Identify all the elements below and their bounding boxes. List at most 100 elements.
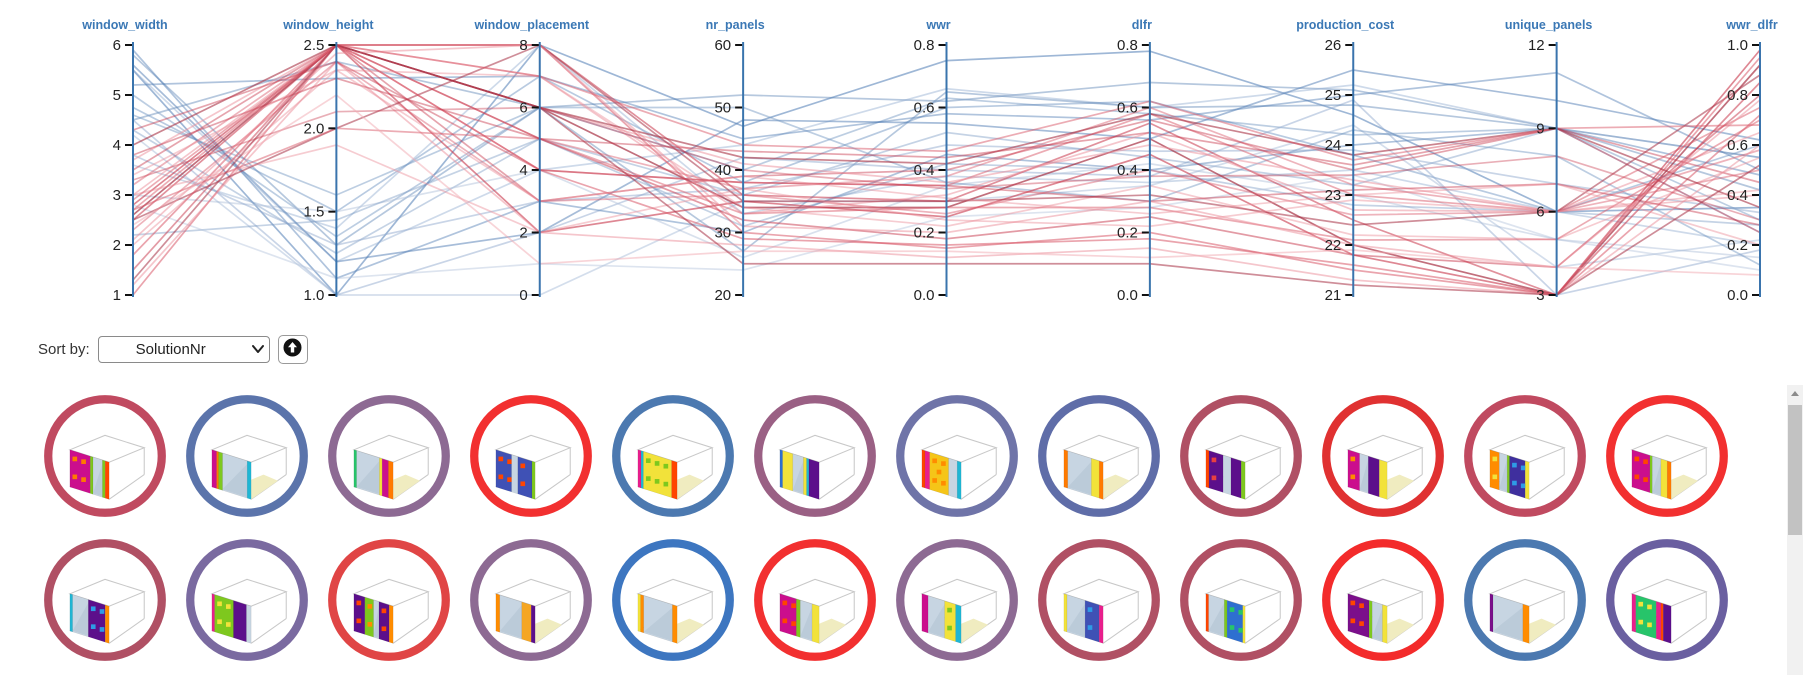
solution-thumbnail[interactable] xyxy=(1461,392,1589,520)
tick-label: 40 xyxy=(714,162,731,179)
solution-drawing xyxy=(44,539,166,661)
axis-title: window_placement xyxy=(473,18,589,32)
tick-label: 2 xyxy=(519,225,527,242)
tick-label: 0.2 xyxy=(1117,225,1138,242)
tick-label: 8 xyxy=(519,37,527,54)
solution-thumbnail[interactable] xyxy=(1461,536,1589,664)
tick-label: 3 xyxy=(1536,287,1544,304)
facade xyxy=(637,593,678,644)
axis-production_cost[interactable]: 26 25 24 23 22 21 production_cost xyxy=(1296,18,1395,304)
axis-unique_panels[interactable]: 12 9 6 3 unique_panels xyxy=(1505,18,1593,304)
tick-label: 0.6 xyxy=(1117,100,1138,117)
tick-label: 3 xyxy=(113,187,121,204)
solution-thumbnail[interactable] xyxy=(325,536,453,664)
tick-label: 2 xyxy=(113,237,121,254)
solution-drawing xyxy=(328,395,450,517)
tick-label: 26 xyxy=(1325,37,1342,54)
tick-label: 4 xyxy=(519,162,527,179)
axis-window_height[interactable]: 2.5 2.0 1.5 1.0 window_height xyxy=(282,18,374,304)
solution-thumbnail[interactable] xyxy=(1319,536,1447,664)
axis-window_placement[interactable]: 8 6 4 2 0 window_placement xyxy=(473,18,589,304)
sort-direction-button[interactable] xyxy=(277,334,308,364)
tick-label: 0.0 xyxy=(914,287,935,304)
daylight-patch xyxy=(393,474,420,500)
solution-thumbnail[interactable] xyxy=(467,536,595,664)
tick-label: 1.0 xyxy=(304,287,325,304)
facade xyxy=(353,593,394,644)
facade xyxy=(1631,449,1672,500)
axis-wwr[interactable]: 0.8 0.6 0.4 0.2 0.0 wwr xyxy=(914,18,951,304)
solution-thumbnail[interactable] xyxy=(1177,392,1305,520)
solution-drawing xyxy=(754,539,876,661)
facade xyxy=(1063,593,1104,644)
tick-label: 0.2 xyxy=(914,225,935,242)
solution-drawing xyxy=(470,395,592,517)
solution-thumbnail[interactable] xyxy=(41,392,169,520)
tick-label: 6 xyxy=(113,37,121,54)
solution-thumbnail[interactable] xyxy=(1035,392,1163,520)
facade xyxy=(495,449,536,500)
solution-thumbnail[interactable] xyxy=(41,536,169,664)
solution-drawing xyxy=(1322,539,1444,661)
solution-drawing xyxy=(1464,539,1586,661)
arrow-up-circle-icon xyxy=(283,338,302,360)
tick-label: 20 xyxy=(714,287,731,304)
tick-label: 25 xyxy=(1325,87,1342,104)
facade xyxy=(211,593,252,644)
solution-drawing xyxy=(1606,539,1728,661)
solution-thumbnail[interactable] xyxy=(1319,392,1447,520)
sort-by-label: Sort by: xyxy=(38,340,90,358)
solution-drawing xyxy=(328,539,450,661)
axis-wwr_dlfr[interactable]: 1.0 0.8 0.6 0.4 0.2 0.0 wwr_dlfr xyxy=(1725,18,1778,304)
solution-drawing xyxy=(1038,395,1160,517)
tick-label: 1.0 xyxy=(1727,37,1748,54)
solution-thumbnail[interactable] xyxy=(183,536,311,664)
solution-thumbnail[interactable] xyxy=(183,392,311,520)
axis-nr_panels[interactable]: 60 50 40 30 20 nr_panels xyxy=(706,18,765,304)
scrollbar-up-arrow[interactable] xyxy=(1787,385,1803,402)
tick-label: 30 xyxy=(714,225,731,242)
vertical-scrollbar xyxy=(1787,385,1803,675)
solution-thumbnail[interactable] xyxy=(1035,536,1163,664)
solution-thumbnail[interactable] xyxy=(1177,536,1305,664)
daylight-patch xyxy=(677,474,704,500)
facade xyxy=(921,593,962,644)
solution-drawing xyxy=(612,395,734,517)
axis-title: production_cost xyxy=(1296,18,1395,32)
solution-thumbnail[interactable] xyxy=(467,392,595,520)
solution-thumbnail[interactable] xyxy=(1603,392,1731,520)
tick-label: 12 xyxy=(1528,37,1545,54)
sort-field-select[interactable]: SolutionNr xyxy=(97,335,270,363)
axis-title: dlfr xyxy=(1132,18,1152,32)
tick-label: 21 xyxy=(1325,287,1342,304)
tick-label: 2.0 xyxy=(304,120,325,137)
solution-thumbnail[interactable] xyxy=(751,392,879,520)
tick-label: 9 xyxy=(1536,120,1544,137)
facade xyxy=(353,449,394,500)
solution-drawing xyxy=(186,395,308,517)
tick-label: 1 xyxy=(113,287,121,304)
axis-title: nr_panels xyxy=(706,18,765,32)
axis-window_width[interactable]: 6 5 4 3 2 1 window_width xyxy=(81,18,167,304)
solution-drawing xyxy=(1180,539,1302,661)
solution-drawing xyxy=(470,539,592,661)
tick-label: 60 xyxy=(714,37,731,54)
solution-thumbnail[interactable] xyxy=(609,536,737,664)
solution-thumbnail[interactable] xyxy=(751,536,879,664)
facade xyxy=(1489,593,1530,644)
facade xyxy=(211,449,252,500)
axis-title: window_width xyxy=(81,18,167,32)
scrollbar-thumb[interactable] xyxy=(1788,405,1802,535)
tick-label: 5 xyxy=(113,87,121,104)
solution-thumbnail[interactable] xyxy=(325,392,453,520)
solution-thumbnail[interactable] xyxy=(893,392,1021,520)
daylight-patch xyxy=(819,618,846,644)
daylight-patch xyxy=(677,618,704,644)
solution-thumbnail[interactable] xyxy=(609,392,737,520)
axis-dlfr[interactable]: 0.8 0.6 0.4 0.2 0.0 dlfr xyxy=(1117,18,1152,304)
solution-thumbnail[interactable] xyxy=(1603,536,1731,664)
facade xyxy=(1205,449,1246,500)
axis-title: unique_panels xyxy=(1505,18,1593,32)
tick-label: 0.6 xyxy=(1727,137,1748,154)
solution-thumbnail[interactable] xyxy=(893,536,1021,664)
